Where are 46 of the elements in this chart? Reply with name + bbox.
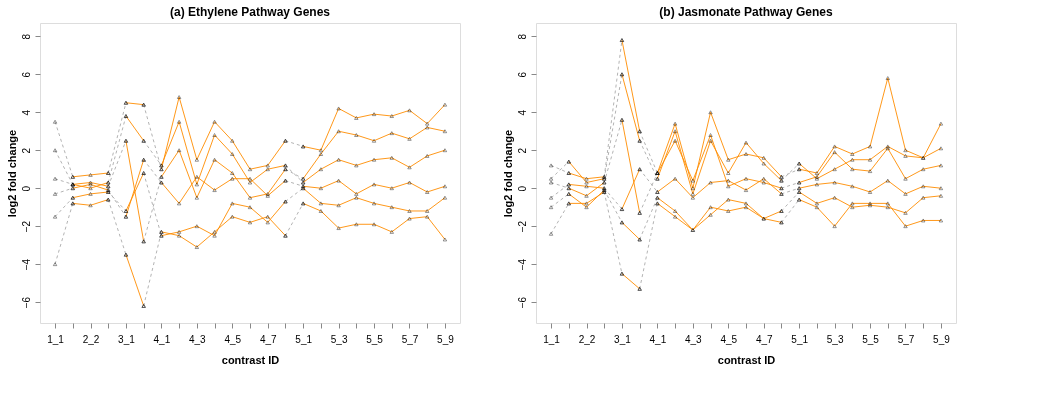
x-tick-label: 4_3: [684, 333, 703, 345]
x-tick-label: 3_1: [118, 333, 136, 345]
y-tick-label: 2: [20, 147, 32, 154]
x-tick-label: 4_7: [755, 333, 773, 345]
x-tick-label: 5_7: [897, 333, 915, 345]
x-tick-label: 1_1: [47, 333, 65, 345]
y-tick-label: 6: [516, 71, 528, 78]
x-tick-label: 4_7: [259, 333, 277, 345]
x-tick-label: 5_9: [933, 333, 951, 345]
x-tick-label: 5_5: [366, 333, 384, 345]
chart-title: (a) Ethylene Pathway Genes: [169, 5, 331, 19]
y-tick-label: 6: [20, 71, 32, 78]
chart-title: (b) Jasmonate Pathway Genes: [659, 5, 834, 19]
y-axis-title: log2 fold change: [5, 129, 18, 218]
x-tick-label: 4_1: [153, 333, 171, 345]
x-axis-title: contrast ID: [221, 353, 280, 366]
x-tick-label: 2_2: [578, 333, 596, 345]
y-tick-label: 8: [516, 33, 528, 40]
x-tick-label: 5_5: [862, 333, 880, 345]
x-tick-label: 5_7: [401, 333, 419, 345]
y-tick-label: −2: [516, 220, 528, 233]
y-tick-label: 0: [516, 185, 528, 192]
y-tick-label: −2: [20, 220, 32, 233]
x-tick-label: 5_9: [437, 333, 455, 345]
x-tick-label: 3_1: [614, 333, 632, 345]
x-tick-label: 1_1: [543, 333, 561, 345]
x-tick-label: 5_1: [791, 333, 809, 345]
y-tick-label: −6: [20, 296, 32, 309]
y-tick-label: 2: [516, 147, 528, 154]
y-tick-label: −4: [516, 258, 528, 271]
y-tick-label: 4: [516, 109, 528, 116]
x-tick-label: 4_3: [188, 333, 207, 345]
x-tick-label: 5_1: [295, 333, 313, 345]
x-tick-label: 5_3: [826, 333, 844, 345]
x-tick-label: 4_5: [224, 333, 242, 345]
y-tick-label: 8: [20, 33, 32, 40]
x-tick-label: 5_3: [330, 333, 348, 345]
x-axis-title: contrast ID: [717, 353, 776, 366]
x-tick-label: 2_2: [82, 333, 100, 345]
y-tick-label: −6: [516, 296, 528, 309]
y-tick-label: −4: [20, 258, 32, 271]
y-tick-label: 4: [20, 109, 32, 116]
x-tick-label: 4_1: [649, 333, 667, 345]
y-tick-label: 0: [20, 185, 32, 192]
x-tick-label: 4_5: [720, 333, 738, 345]
y-axis-title: log2 fold change: [501, 129, 514, 218]
